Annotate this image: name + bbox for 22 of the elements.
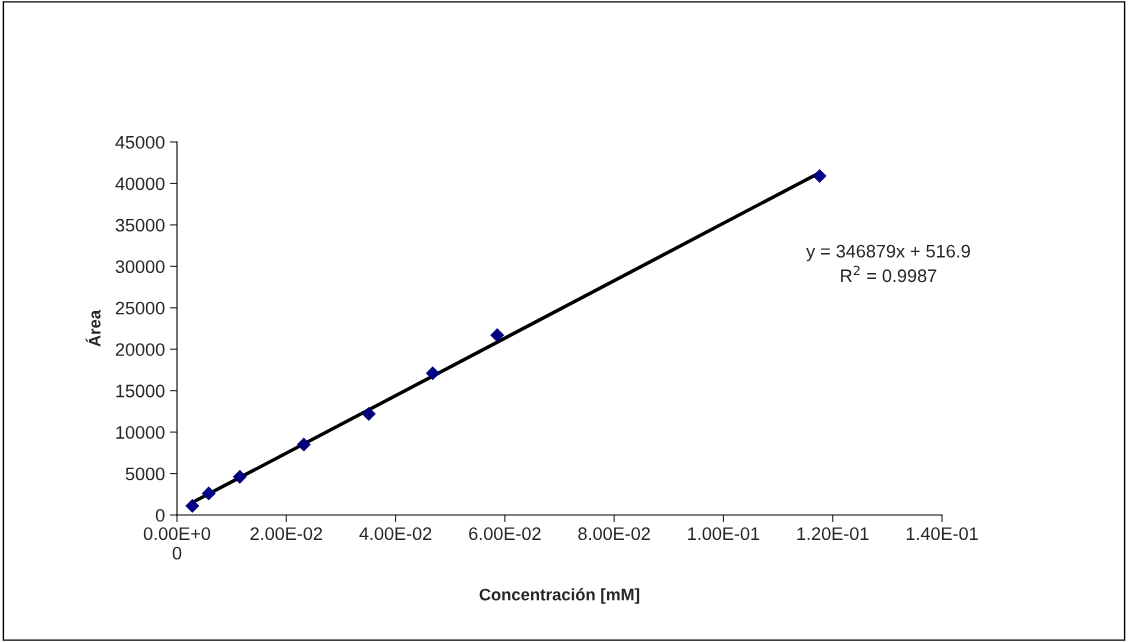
y-tick-label: 35000 [115,218,165,232]
y-tick-label: 10000 [116,426,165,439]
x-tick-label: 0.00E+0 0 [143,527,211,560]
x-tick-label: 8.00E-02 [578,527,650,541]
y-tick-label: 5000 [125,467,165,481]
x-tick-label: 2.00E-02 [250,527,323,541]
x-tick-label: 1.00E-01 [688,527,760,541]
y-tick-label: 20000 [115,343,165,356]
x-axis-title: Concentración [mM] [479,588,640,604]
y-tick-label: 30000 [115,260,165,274]
y-tick-label: 15000 [116,384,165,398]
x-tick-label: 1.40E-01 [906,527,978,541]
y-tick-label: 25000 [115,301,165,315]
x-tick-label: 4.00E-02 [359,527,432,541]
y-axis-title: Área [85,309,101,347]
annotation: y = 346879x + 516.9 R$^{2}$ = 0.9987 [806,244,970,283]
y-tick-label: 45000 [115,135,165,149]
x-tick-label: 6.00E-02 [469,527,541,541]
y-tick-label: 0 [155,508,165,522]
point [812,169,827,183]
y-tick-label: 40000 [115,177,165,191]
x-tick-label: 1.20E-01 [797,527,869,541]
